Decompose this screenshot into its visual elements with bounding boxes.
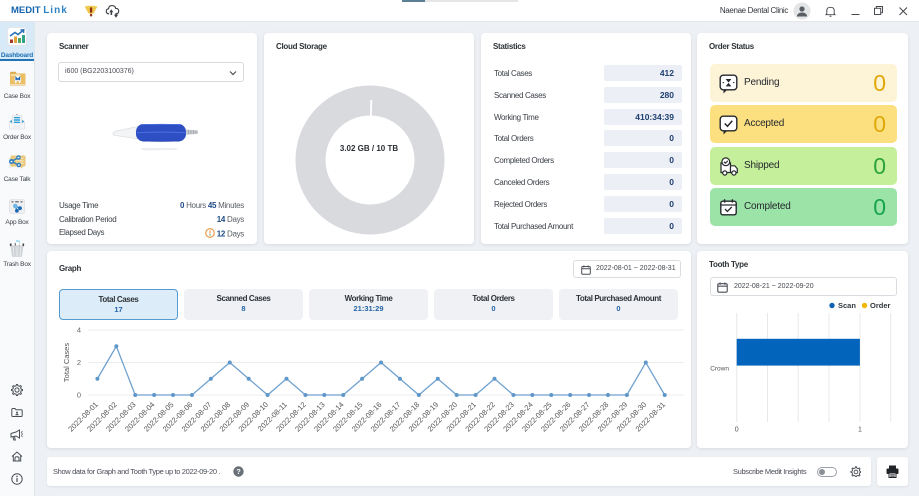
svg-text:?: ?	[236, 467, 241, 476]
svg-text:2: 2	[77, 358, 81, 367]
svg-text:Crown: Crown	[710, 366, 729, 373]
svg-text:Scan: Scan	[838, 301, 856, 310]
svg-text:0: 0	[77, 391, 81, 400]
svg-text:1: 1	[858, 427, 862, 434]
svg-text:4: 4	[77, 326, 81, 335]
svg-text:Order: Order	[870, 301, 891, 310]
svg-text:0: 0	[735, 427, 739, 434]
svg-text:Total Cases: Total Cases	[62, 343, 71, 382]
